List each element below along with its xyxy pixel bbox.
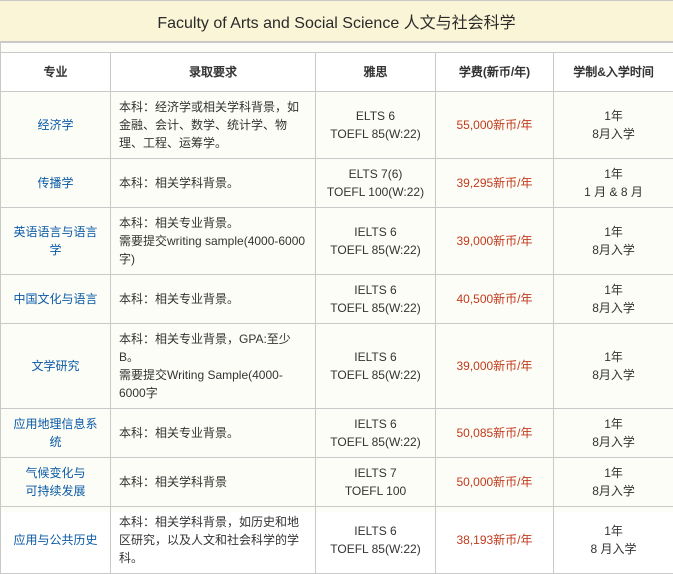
col-language: 雅思 [316, 53, 436, 92]
col-fee: 学费(新币/年) [436, 53, 554, 92]
cell-requirement: 本科：相关专业背景。 [111, 275, 316, 324]
cell-duration: 1年8月入学 [554, 275, 673, 324]
cell-program: 文学研究 [1, 324, 111, 409]
cell-requirement: 本科：相关专业背景，GPA:至少B。需要提交Writing Sample(400… [111, 324, 316, 409]
table-header-row: 专业 录取要求 雅思 学费(新币/年) 学制&入学时间 [1, 53, 673, 92]
program-table: 专业 录取要求 雅思 学费(新币/年) 学制&入学时间 经济学本科：经济学或相关… [0, 42, 673, 574]
col-duration: 学制&入学时间 [554, 53, 673, 92]
cell-requirement: 本科：相关专业背景。需要提交writing sample(4000-6000字) [111, 208, 316, 275]
cell-duration: 1年8月入学 [554, 409, 673, 458]
cell-fee: 39,000新币/年 [436, 208, 554, 275]
cell-fee: 50,085新币/年 [436, 409, 554, 458]
cell-fee: 39,295新币/年 [436, 159, 554, 208]
cell-duration: 1年8 月入学 [554, 507, 673, 574]
cell-fee: 50,000新币/年 [436, 458, 554, 507]
table-row: 应用与公共历史本科：相关学科背景，如历史和地区研究，以及人文和社会科学的学科。I… [1, 507, 673, 574]
cell-language: IELTS 6TOEFL 85(W:22) [316, 409, 436, 458]
cell-language: ELTS 7(6)TOEFL 100(W:22) [316, 159, 436, 208]
cell-program: 经济学 [1, 92, 111, 159]
spacer-row [1, 43, 673, 53]
cell-duration: 1年8月入学 [554, 324, 673, 409]
cell-requirement: 本科：相关学科背景 [111, 458, 316, 507]
table-row: 经济学本科：经济学或相关学科背景，如金融、会计、数学、统计学、物理、工程、运筹学… [1, 92, 673, 159]
table-row: 气候变化与可持续发展本科：相关学科背景IELTS 7TOEFL 10050,00… [1, 458, 673, 507]
cell-program: 传播学 [1, 159, 111, 208]
cell-program: 应用与公共历史 [1, 507, 111, 574]
cell-duration: 1年8月入学 [554, 92, 673, 159]
table-row: 中国文化与语言本科：相关专业背景。IELTS 6TOEFL 85(W:22)40… [1, 275, 673, 324]
cell-requirement: 本科：相关专业背景。 [111, 409, 316, 458]
cell-fee: 40,500新币/年 [436, 275, 554, 324]
cell-fee: 38,193新币/年 [436, 507, 554, 574]
cell-fee: 39,000新币/年 [436, 324, 554, 409]
table-row: 传播学本科：相关学科背景。ELTS 7(6)TOEFL 100(W:22)39,… [1, 159, 673, 208]
cell-requirement: 本科：相关学科背景，如历史和地区研究，以及人文和社会科学的学科。 [111, 507, 316, 574]
cell-language: IELTS 7TOEFL 100 [316, 458, 436, 507]
cell-program: 应用地理信息系统 [1, 409, 111, 458]
page-container: Faculty of Arts and Social Science 人文与社会… [0, 0, 673, 512]
cell-requirement: 本科：经济学或相关学科背景，如金融、会计、数学、统计学、物理、工程、运筹学。 [111, 92, 316, 159]
page-title: Faculty of Arts and Social Science 人文与社会… [0, 0, 673, 42]
cell-duration: 1年1 月 & 8 月 [554, 159, 673, 208]
cell-program: 气候变化与可持续发展 [1, 458, 111, 507]
cell-duration: 1年8月入学 [554, 458, 673, 507]
cell-program: 中国文化与语言 [1, 275, 111, 324]
table-row: 文学研究本科：相关专业背景，GPA:至少B。需要提交Writing Sample… [1, 324, 673, 409]
table-row: 英语语言与语言学本科：相关专业背景。需要提交writing sample(400… [1, 208, 673, 275]
cell-language: ELTS 6TOEFL 85(W:22) [316, 92, 436, 159]
col-requirement: 录取要求 [111, 53, 316, 92]
cell-language: IELTS 6TOEFL 85(W:22) [316, 507, 436, 574]
col-program: 专业 [1, 53, 111, 92]
table-row: 应用地理信息系统本科：相关专业背景。IELTS 6TOEFL 85(W:22)5… [1, 409, 673, 458]
cell-duration: 1年8月入学 [554, 208, 673, 275]
cell-language: IELTS 6TOEFL 85(W:22) [316, 275, 436, 324]
cell-requirement: 本科：相关学科背景。 [111, 159, 316, 208]
cell-language: IELTS 6TOEFL 85(W:22) [316, 208, 436, 275]
cell-language: IELTS 6TOEFL 85(W:22) [316, 324, 436, 409]
cell-program: 英语语言与语言学 [1, 208, 111, 275]
cell-fee: 55,000新币/年 [436, 92, 554, 159]
